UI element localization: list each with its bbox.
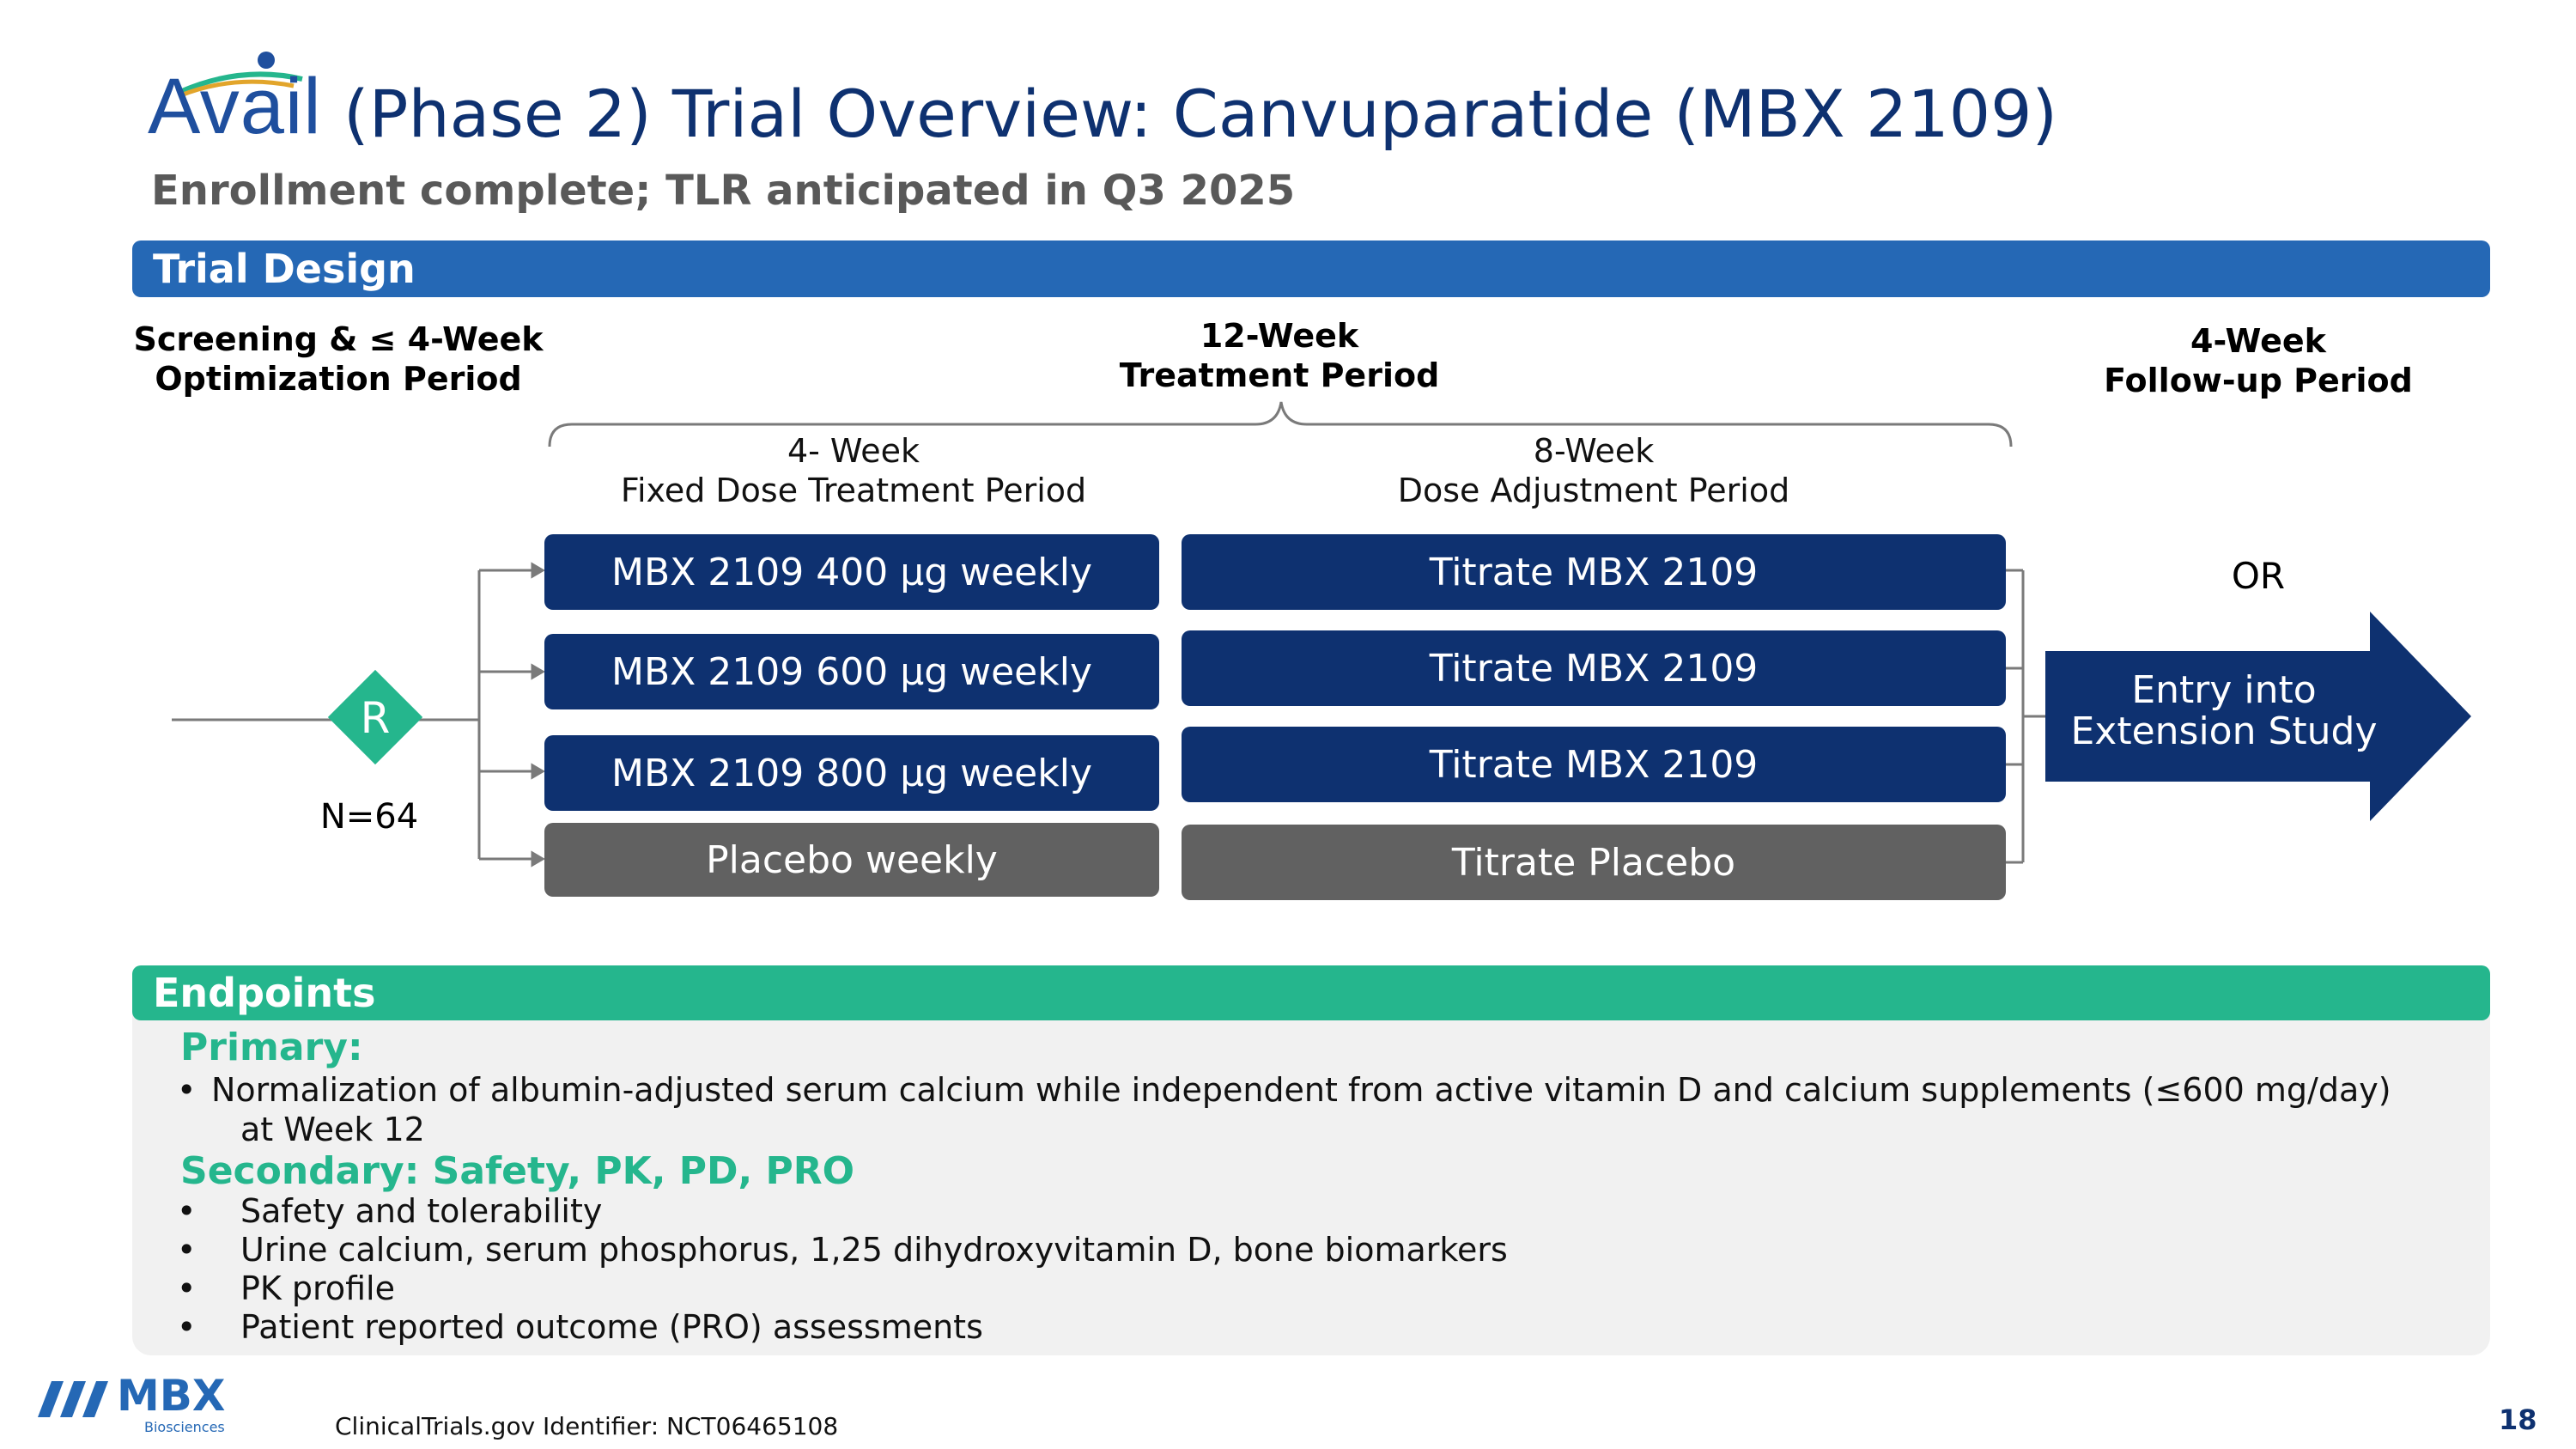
- primary-bullet: • Normalization of albumin-adjusted serum…: [177, 1070, 2478, 1149]
- list-item: • PK profile: [177, 1269, 395, 1307]
- secondary-bullets: • Safety and tolerability • Urine calcium,…: [177, 1192, 2478, 1347]
- fixed-dose-label: 4- Week Fixed Dose Treatment Period: [544, 431, 1163, 510]
- page-subtitle: Enrollment complete; TLR anticipated in …: [151, 167, 1296, 215]
- screening-line1: Screening & ≤ 4-Week: [133, 320, 544, 358]
- extension-line2: Extension Study: [2070, 709, 2378, 753]
- arm-fixed-800: MBX 2109 800 µg weekly: [544, 735, 1159, 811]
- extension-label: Entry into Extension Study: [2052, 670, 2396, 752]
- arm-titrate-placebo: Titrate Placebo: [1182, 825, 2006, 900]
- screening-line2: Optimization Period: [155, 360, 522, 398]
- sample-size: N=64: [319, 797, 419, 837]
- treatment-header: 12-Week Treatment Period: [1065, 316, 1494, 395]
- trial-identifier: ClinicalTrials.gov Identifier: NCT064651…: [335, 1412, 839, 1440]
- design-diagram-lines: [172, 401, 2471, 868]
- followup-line1: 4-Week: [2190, 322, 2326, 360]
- primary-bullet-line1: Normalization of albumin-adjusted serum …: [211, 1071, 2391, 1109]
- endpoints-bar: Endpoints: [132, 965, 2490, 1020]
- list-item: • Urine calcium, serum phosphorus, 1,25 d…: [177, 1231, 1508, 1269]
- mbx-logo: MBX Biosciences: [38, 1371, 261, 1443]
- arm-fixed-placebo: Placebo weekly: [544, 823, 1159, 897]
- mbx-mark-icon: [38, 1381, 108, 1417]
- mbx-logo-text: MBX: [117, 1371, 226, 1421]
- extension-arrow: [2045, 612, 2471, 821]
- endpoints-label: Endpoints: [153, 970, 376, 1016]
- treatment-line1: 12-Week: [1200, 317, 1359, 355]
- secondary-heading: Secondary: Safety, PK, PD, PRO: [180, 1149, 855, 1193]
- trial-design-label: Trial Design: [153, 246, 416, 292]
- trial-design-bar: Trial Design: [132, 240, 2490, 297]
- arm-fixed-400: MBX 2109 400 µg weekly: [544, 534, 1159, 610]
- fixed-line1: 4- Week: [787, 432, 920, 470]
- arm-fixed-600: MBX 2109 600 µg weekly: [544, 634, 1159, 709]
- primary-bullet-line2: at Week 12: [240, 1111, 425, 1148]
- dose-adjust-label: 8-Week Dose Adjustment Period: [1182, 431, 2006, 510]
- randomization-letter: R: [360, 693, 391, 743]
- screening-header: Screening & ≤ 4-Week Optimization Period: [132, 320, 544, 399]
- or-label: OR: [2231, 555, 2286, 597]
- followup-header: 4-Week Follow-up Period: [2044, 321, 2473, 400]
- avail-swoosh-icon: [178, 52, 303, 99]
- primary-heading: Primary:: [180, 1026, 363, 1069]
- treatment-line2: Treatment Period: [1119, 356, 1440, 394]
- endpoints-panel: [132, 1007, 2490, 1355]
- extension-line1: Entry into: [2131, 668, 2317, 712]
- list-item: • Safety and tolerability: [177, 1192, 603, 1230]
- avail-logo-text: Avail: [148, 63, 322, 150]
- page-title: (Phase 2) Trial Overview: Canvuparatide …: [343, 76, 2058, 152]
- adjust-line1: 8-Week: [1533, 432, 1655, 470]
- fixed-line2: Fixed Dose Treatment Period: [620, 472, 1087, 509]
- adjust-line2: Dose Adjustment Period: [1397, 472, 1790, 509]
- arm-titrate-1: Titrate MBX 2109: [1182, 534, 2006, 610]
- page-number: 18: [2499, 1403, 2537, 1436]
- mbx-logo-subtext: Biosciences: [144, 1419, 225, 1435]
- arm-titrate-3: Titrate MBX 2109: [1182, 727, 2006, 802]
- avail-logo: [148, 48, 337, 160]
- list-item: • Patient reported outcome (PRO) assessme…: [177, 1308, 983, 1346]
- treatment-brace: [548, 401, 2013, 447]
- followup-line2: Follow-up Period: [2104, 362, 2413, 399]
- arm-titrate-2: Titrate MBX 2109: [1182, 630, 2006, 706]
